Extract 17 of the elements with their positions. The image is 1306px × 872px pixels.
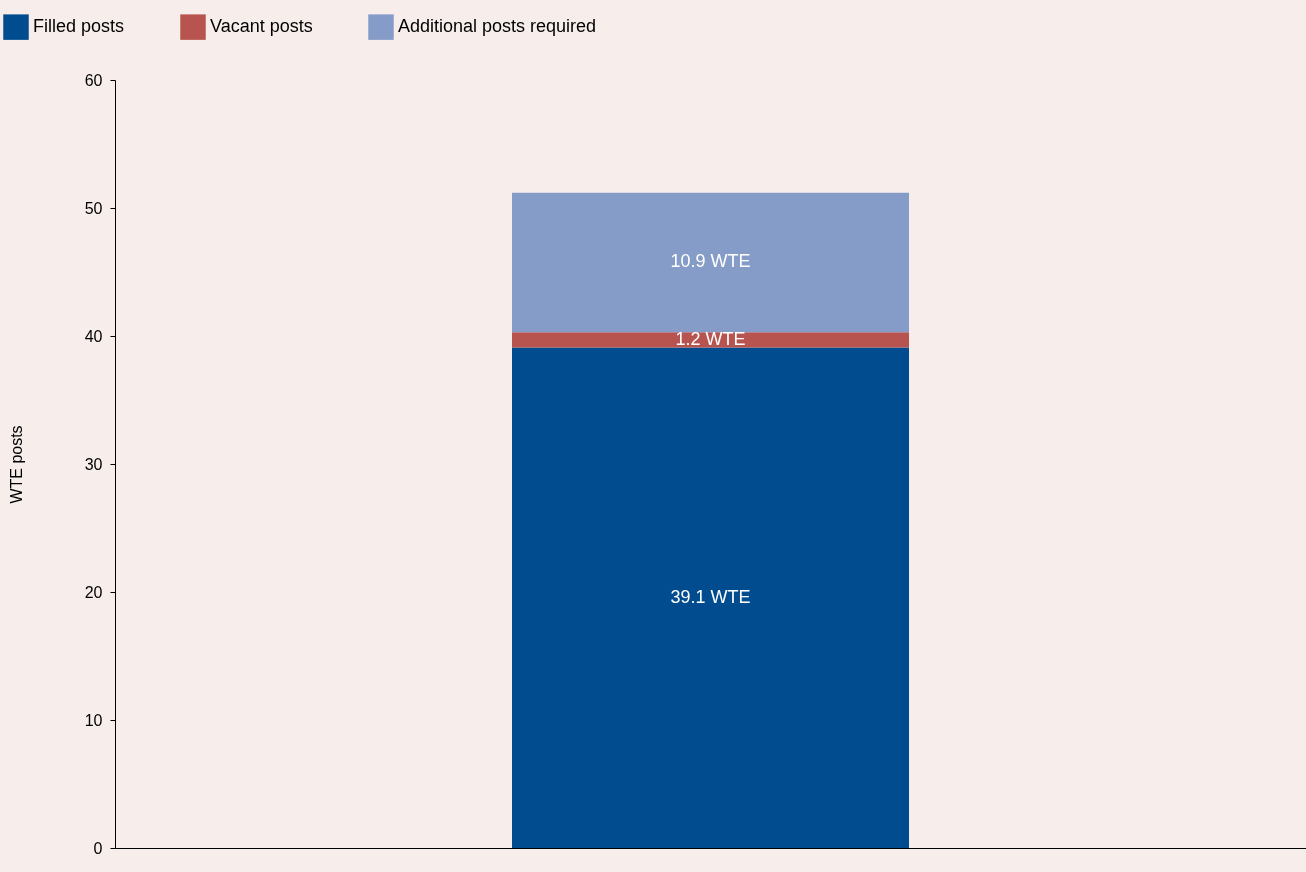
y-axis-title: WTE posts: [7, 425, 25, 504]
legend-label: Additional posts required: [398, 16, 597, 37]
data-label: 39.1 WTE: [670, 586, 751, 607]
legend-label: Vacant posts: [210, 16, 313, 37]
legend-label: Filled posts: [33, 16, 125, 37]
y-tick-label: 20: [84, 583, 103, 601]
data-label: 10.9 WTE: [670, 251, 751, 272]
y-tick-label: 30: [84, 455, 103, 473]
y-tick-label: 60: [84, 71, 103, 89]
y-tick-label: 10: [84, 711, 103, 729]
y-tick-label: 0: [93, 839, 103, 857]
bar: [512, 332, 909, 348]
y-tick-label: 50: [84, 199, 103, 217]
bar: [512, 192, 909, 333]
y-tick-label: 40: [84, 327, 103, 345]
data-label: 1.2 WTE: [675, 328, 746, 349]
bar: [512, 347, 909, 848]
